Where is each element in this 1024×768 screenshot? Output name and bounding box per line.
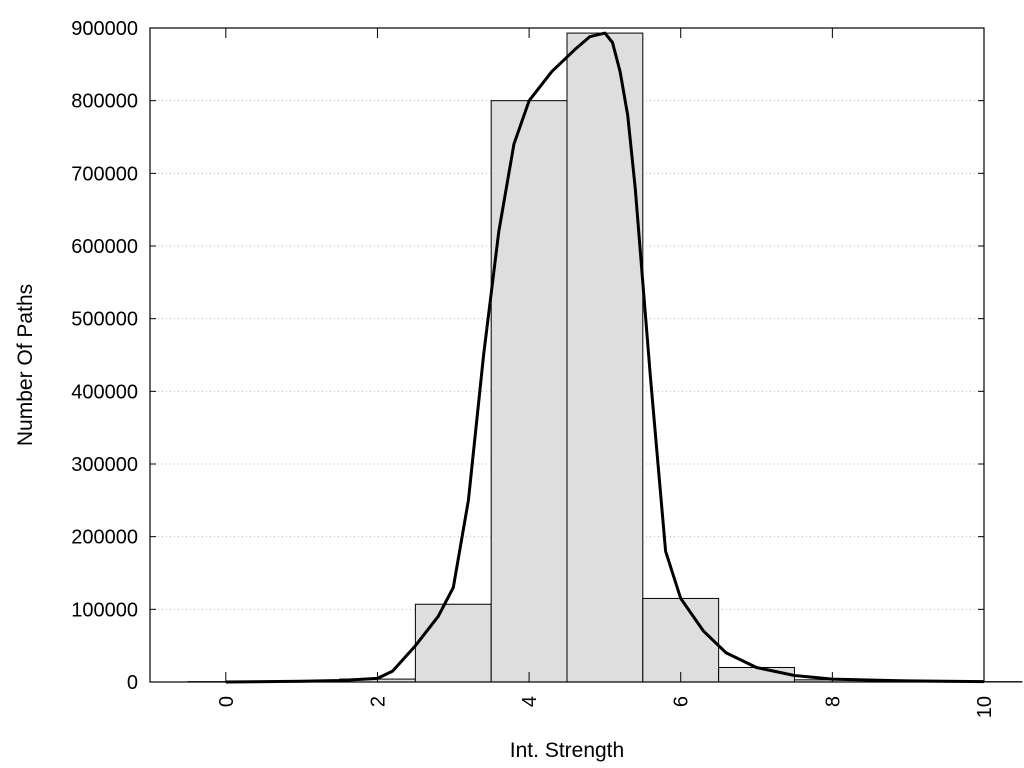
x-tick-label: 2 — [367, 696, 389, 707]
histogram-bar — [414, 603, 492, 683]
histogram-bar — [566, 32, 644, 683]
x-axis-label: Int. Strength — [510, 739, 624, 762]
density-curve-line — [225, 31, 985, 684]
x-tick-label: 10 — [974, 696, 996, 718]
axis-ticks: 0 100000 200000 300000 400000 500000 600000 700… — [71, 18, 996, 718]
histogram-bar — [642, 597, 720, 683]
y-tick-label: 0 — [127, 672, 138, 694]
y-tick-label: 700000 — [71, 163, 138, 185]
y-tick-label: 600000 — [71, 236, 138, 258]
x-tick-label: 0 — [216, 696, 238, 707]
y-tick-label: 900000 — [71, 18, 138, 40]
density-curve — [225, 31, 985, 684]
plot-frame — [149, 27, 985, 683]
y-axis-label: Number Of Paths — [14, 284, 37, 446]
y-tick-label: 800000 — [71, 91, 138, 113]
y-tick-label: 100000 — [71, 599, 138, 621]
y-tick-label: 300000 — [71, 454, 138, 476]
histogram-bar — [490, 100, 568, 683]
y-tick-label: 200000 — [71, 527, 138, 549]
histogram-bar — [718, 666, 795, 683]
y-tick-label: 500000 — [71, 309, 138, 331]
y-tick-label: 400000 — [71, 381, 138, 403]
x-tick-label: 8 — [822, 696, 844, 707]
bars — [187, 32, 1023, 683]
x-tick-label: 4 — [519, 696, 541, 707]
x-tick-label: 6 — [671, 696, 693, 707]
